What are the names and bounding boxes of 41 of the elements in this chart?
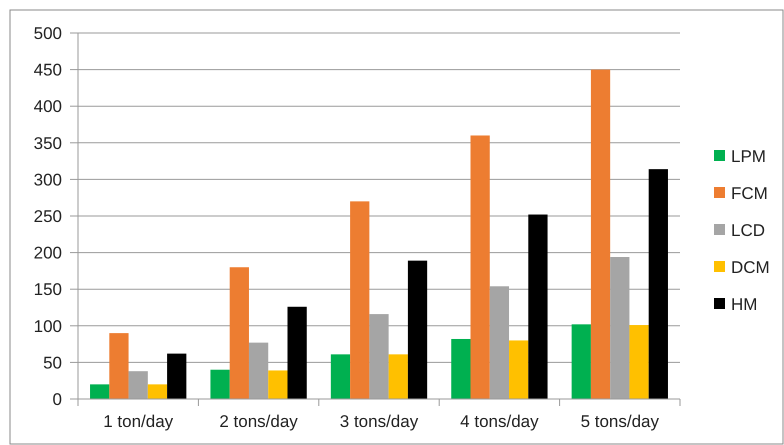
y-tick-label: 450	[34, 60, 62, 80]
y-tick-label: 250	[34, 206, 62, 226]
bar	[470, 135, 490, 399]
x-tick-label: 4 tons/day	[460, 412, 540, 431]
bar	[629, 325, 649, 399]
x-tick-label: 2 tons/day	[219, 412, 298, 431]
bar	[210, 370, 230, 399]
x-tick-label: 5 tons/day	[580, 412, 660, 431]
x-tick-label: 1 ton/day	[103, 412, 174, 431]
legend-label: LCD	[731, 220, 766, 240]
y-tick-label: 200	[34, 244, 62, 263]
legend-label: HM	[731, 294, 758, 314]
y-tick-label: 0	[52, 390, 62, 409]
bar	[509, 340, 528, 399]
legend-label: FCM	[731, 184, 768, 203]
y-tick-label: 100	[34, 316, 62, 336]
bar	[148, 384, 168, 399]
y-tick-label: 400	[34, 97, 62, 116]
y-tick-label: 350	[34, 134, 62, 153]
bar	[590, 70, 610, 399]
bar	[350, 201, 370, 399]
bar	[648, 169, 668, 399]
y-tick-label: 500	[34, 24, 62, 43]
bar	[388, 354, 408, 399]
legend-label: DCM	[731, 258, 770, 277]
bar	[528, 214, 548, 399]
y-tick-label: 300	[34, 170, 62, 190]
legend-label: LPM	[731, 146, 766, 166]
bar	[330, 354, 350, 399]
bar	[268, 370, 288, 399]
bar	[109, 333, 129, 399]
y-tick-label: 50	[43, 353, 62, 372]
bar	[287, 306, 307, 399]
bar	[167, 354, 186, 399]
bar	[230, 267, 249, 399]
bar	[408, 260, 428, 399]
y-tick-label: 150	[34, 280, 62, 300]
bar	[451, 338, 471, 399]
x-tick-label: 3 tons/day	[340, 412, 419, 431]
bar	[90, 384, 110, 399]
bar	[572, 324, 591, 399]
